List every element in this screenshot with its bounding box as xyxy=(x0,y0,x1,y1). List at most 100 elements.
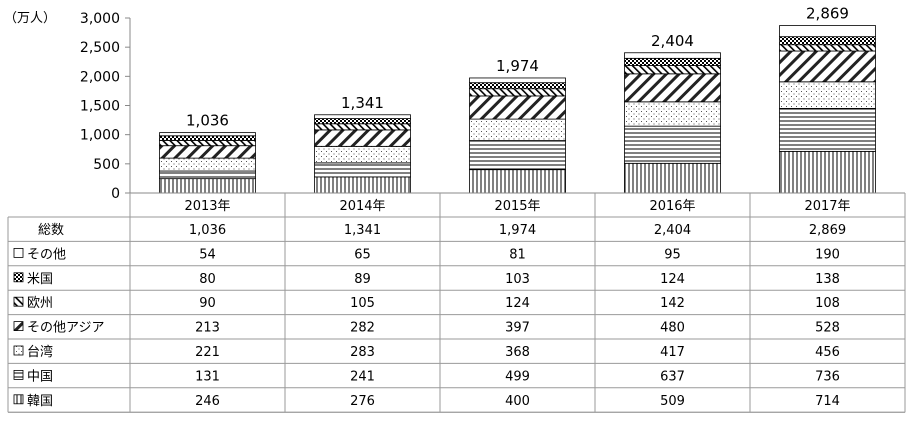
table-cell-value: 480 xyxy=(660,321,685,336)
legend-swatch xyxy=(13,321,24,332)
table-cell-value: 528 xyxy=(815,321,840,336)
table-cell-value: 89 xyxy=(354,272,371,287)
legend-swatch xyxy=(13,394,24,405)
table-cell-value: 103 xyxy=(505,272,530,287)
table-row-label: 米国 xyxy=(27,272,53,287)
legend-swatch xyxy=(13,345,24,356)
table-cell-value: 283 xyxy=(350,345,375,360)
bars xyxy=(159,25,876,194)
bar-segment xyxy=(469,140,566,171)
legend-swatch xyxy=(13,247,24,258)
table-cell-value: 368 xyxy=(505,345,530,360)
total-data-label: 2,404 xyxy=(651,32,694,50)
legend-swatch xyxy=(13,369,24,380)
x-tick-label: 2016年 xyxy=(649,199,695,214)
table-cell-value: 509 xyxy=(660,394,685,409)
table-cell-value: 637 xyxy=(660,369,685,384)
bar-segment xyxy=(314,114,411,119)
table-row-label: 欧州 xyxy=(27,296,53,311)
legend-swatch xyxy=(13,296,24,307)
bar-segment xyxy=(314,123,411,131)
table-cell-value: 397 xyxy=(505,321,530,336)
bar-segment xyxy=(624,73,721,103)
unit-label: （万人） xyxy=(4,11,56,26)
table-row-label: 総数 xyxy=(38,223,64,238)
table-cell-value: 456 xyxy=(815,345,840,360)
bar-segment xyxy=(159,140,256,147)
table-cell-value: 499 xyxy=(505,369,530,384)
table-cell-value: 142 xyxy=(660,296,685,311)
table-row-label: 韓国 xyxy=(27,394,53,409)
bar-segment xyxy=(779,44,876,52)
y-tick-label: 0 xyxy=(111,186,120,202)
bar-segment xyxy=(469,77,566,84)
table-cell-value: 65 xyxy=(354,247,371,262)
bar-segment xyxy=(779,36,876,46)
table-cell-value: 241 xyxy=(350,369,375,384)
table-cell-value: 124 xyxy=(505,296,530,311)
total-data-label: 1,036 xyxy=(186,112,229,130)
table-cell-value: 221 xyxy=(195,345,220,360)
table-cell-value: 714 xyxy=(815,394,840,409)
bar-segment xyxy=(314,176,411,194)
table-cell-value: 276 xyxy=(350,394,375,409)
bar-segment xyxy=(314,118,411,125)
table-cell-value: 282 xyxy=(350,321,375,336)
bar-segment xyxy=(469,82,566,90)
total-data-label: 2,869 xyxy=(806,5,849,23)
bar-segment xyxy=(159,145,256,159)
bar-segment xyxy=(624,101,721,127)
table-cell-value: 2,404 xyxy=(654,223,691,238)
y-tick-label: 2,000 xyxy=(80,69,120,85)
y-tick-label: 500 xyxy=(93,157,120,173)
table-cell-value: 246 xyxy=(195,394,220,409)
table-cell-value: 95 xyxy=(664,247,681,262)
total-data-label: 1,341 xyxy=(341,94,384,112)
bar-segment xyxy=(779,150,876,194)
table-cell-value: 190 xyxy=(815,247,840,262)
y-tick-label: 3,000 xyxy=(80,11,120,27)
total-data-label: 1,974 xyxy=(496,57,539,75)
y-tick-label: 1,000 xyxy=(80,128,120,144)
table-cell-value: 417 xyxy=(660,345,685,360)
table-cell-value: 138 xyxy=(815,272,840,287)
table-cell-value: 80 xyxy=(199,272,216,287)
y-tick-label: 1,500 xyxy=(80,99,120,115)
bar-segment xyxy=(779,25,876,38)
table-row-label: 中国 xyxy=(27,369,53,384)
table-row-label: その他 xyxy=(27,247,66,262)
table-cell-value: 736 xyxy=(815,369,840,384)
bar-segment xyxy=(469,88,566,97)
table-cell-value: 124 xyxy=(660,272,685,287)
bar-segment xyxy=(779,108,876,152)
legend-swatch xyxy=(13,272,24,283)
bar-segment xyxy=(624,125,721,164)
x-tick-label: 2014年 xyxy=(339,199,385,214)
bar-segment xyxy=(159,170,256,180)
table-cell-value: 1,036 xyxy=(189,223,226,238)
table-row-label: その他アジア xyxy=(27,321,104,336)
table-cell-value: 2,869 xyxy=(809,223,846,238)
bar-segment xyxy=(314,162,411,178)
table-cell-value: 1,341 xyxy=(344,223,381,238)
bar-segment xyxy=(624,57,721,66)
bar-segment xyxy=(159,178,256,194)
bar-segment xyxy=(624,65,721,75)
table-cell-value: 131 xyxy=(195,369,220,384)
x-tick-label: 2013年 xyxy=(184,199,230,214)
table-cell-value: 81 xyxy=(509,247,526,262)
bar-segment xyxy=(779,50,876,83)
table-row-label: 台湾 xyxy=(27,344,53,360)
table-cell-value: 400 xyxy=(505,394,530,409)
table-cell-value: 1,974 xyxy=(499,223,536,238)
table-cell-value: 90 xyxy=(199,296,216,311)
bar-segment xyxy=(469,118,566,141)
table-cell-value: 213 xyxy=(195,321,220,336)
table-cell-value: 54 xyxy=(199,247,216,262)
table-cell-value: 105 xyxy=(350,296,375,311)
bar-segment xyxy=(779,81,876,109)
bar-segment xyxy=(469,95,566,120)
